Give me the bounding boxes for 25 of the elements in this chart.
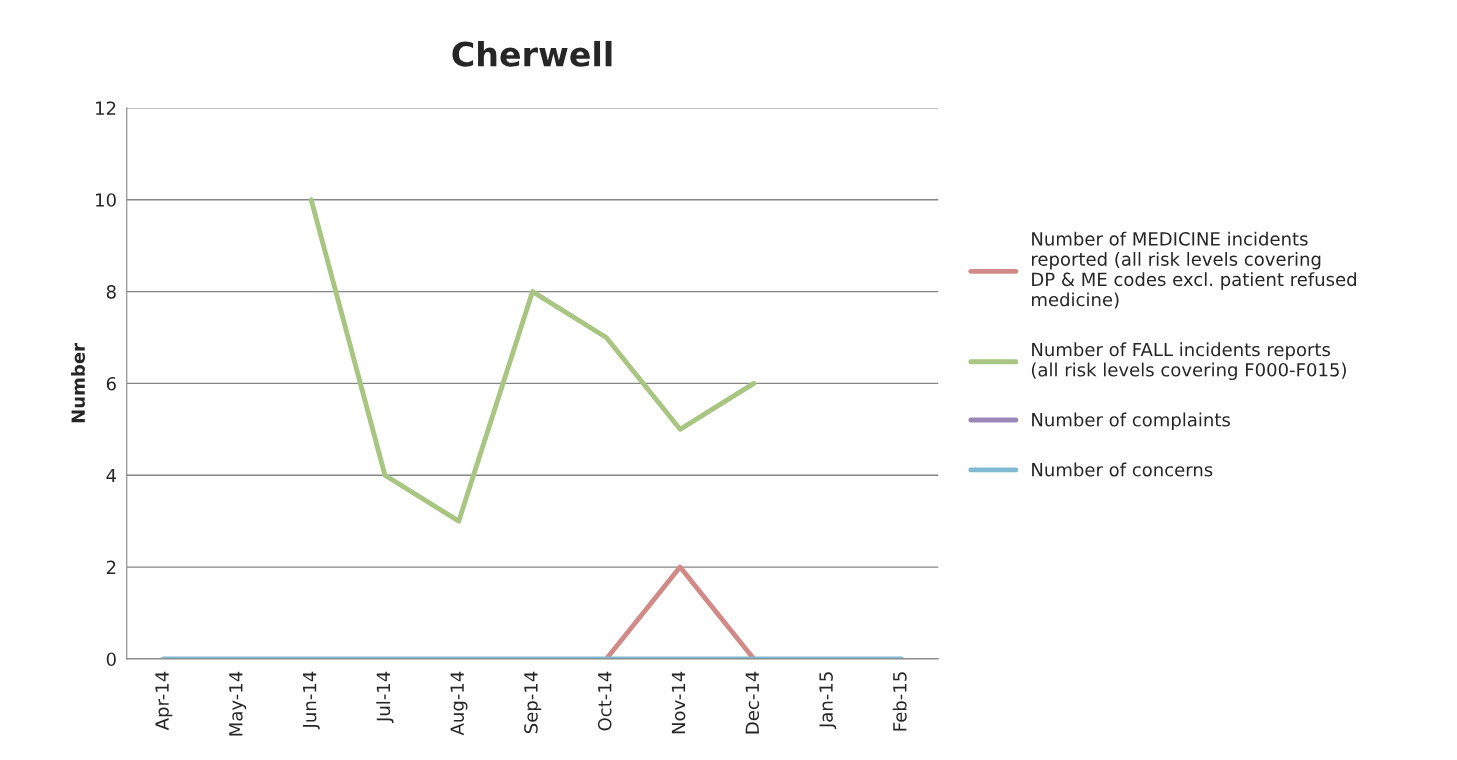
- y-tick-label: 10: [96, 193, 116, 207]
- y-axis-title: Number: [71, 343, 86, 423]
- y-tick-label: 2: [106, 560, 116, 574]
- x-tick-label: Aug-14: [450, 671, 468, 736]
- x-tick-label: Apr-14: [155, 671, 173, 731]
- x-tick-label: Feb-15: [892, 672, 907, 731]
- y-tick-label: 0: [106, 652, 116, 667]
- legend-label: Number of FALL incidents reports (all risk levels covering F000-F015): [1031, 342, 1346, 381]
- x-tick-label: May-14: [229, 671, 247, 736]
- chart-title: Cherwell: [452, 40, 612, 67]
- legend-label: Number of MEDICINE incidents reported (all risk levels covering DP & ME codes excl. patient refused medicine): [1032, 231, 1356, 309]
- x-tick-label: Dec-14: [745, 671, 760, 734]
- y-tick-label: 6: [106, 376, 116, 391]
- x-tick-label: Jun-14: [303, 671, 320, 730]
- x-tick-label: Sep-14: [524, 671, 542, 734]
- y-tick-label: 4: [106, 468, 117, 483]
- x-tick-label: Nov-14: [671, 671, 686, 734]
- legend-label: Number of complaints: [1032, 412, 1230, 431]
- line-series: [308, 197, 757, 524]
- x-tick-label: Jul-14: [376, 671, 394, 723]
- y-tick-label: 8: [106, 285, 116, 299]
- legend-label: Number of concerns: [1032, 462, 1213, 477]
- x-tick-label: Oct-14: [597, 671, 612, 731]
- x-tick-label: Jan-15: [819, 672, 837, 729]
- y-tick-label: 12: [96, 101, 116, 115]
